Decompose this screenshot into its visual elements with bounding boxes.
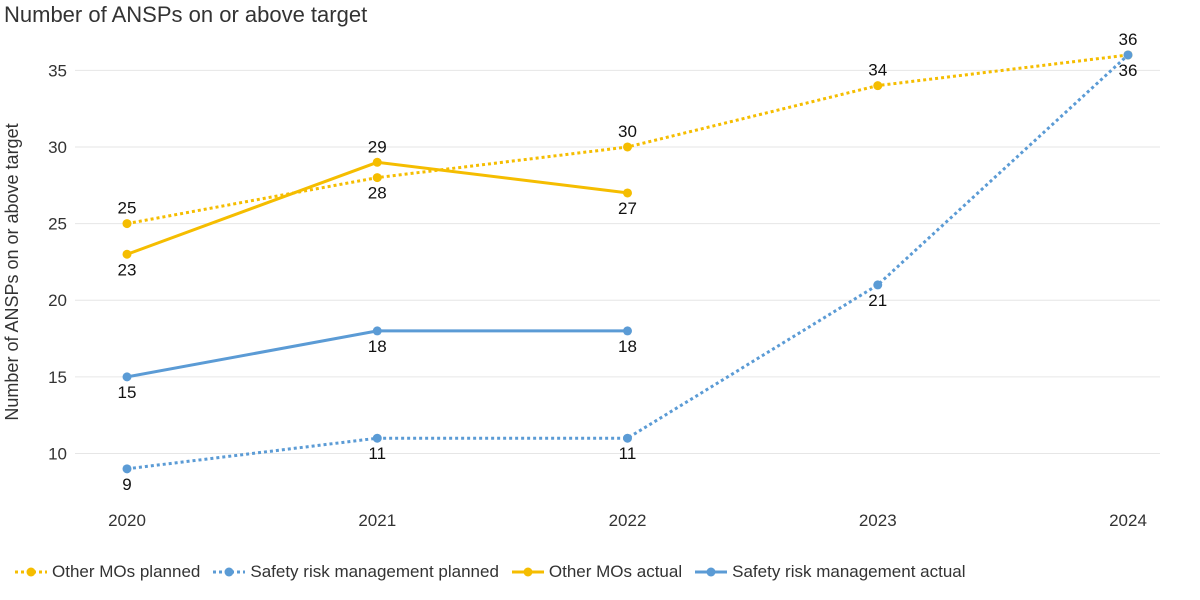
data-label: 9	[122, 475, 131, 494]
legend-label: Other MOs planned	[52, 562, 201, 581]
legend-swatch	[511, 567, 544, 577]
grid-lines	[75, 69, 1160, 455]
y-tick-label: 10	[48, 445, 67, 464]
legend-label: Safety risk management actual	[732, 562, 966, 581]
data-label: 18	[618, 337, 637, 356]
y-axis-ticks: 10 15 20 25 30 35	[48, 61, 67, 463]
y-tick-label: 20	[48, 291, 67, 310]
x-tick-label: 2024	[1109, 511, 1147, 530]
data-point	[873, 81, 883, 91]
y-tick-label: 25	[48, 215, 67, 234]
data-label: 21	[868, 291, 887, 310]
data-label: 23	[118, 260, 137, 279]
data-point	[122, 464, 132, 474]
data-point	[372, 433, 382, 443]
y-tick-label: 15	[48, 368, 67, 387]
data-point	[122, 219, 132, 229]
legend-item-0[interactable]: Other MOs planned	[14, 562, 200, 582]
legend-swatch	[213, 567, 246, 577]
data-point	[623, 433, 632, 443]
legend-label: Other MOs actual	[548, 562, 683, 581]
series-line-1	[126, 53, 1130, 471]
data-label: 18	[368, 337, 387, 356]
legend-item-2[interactable]: Other MOs actual	[511, 562, 682, 582]
y-tick-label: 35	[48, 61, 67, 80]
data-label: 11	[619, 444, 637, 463]
data-label: 36	[1119, 61, 1138, 80]
legend-swatch	[15, 567, 47, 577]
data-point	[372, 157, 382, 167]
y-tick-label: 30	[48, 138, 67, 157]
data-point	[873, 280, 883, 290]
data-point	[1123, 50, 1133, 60]
data-label: 30	[618, 122, 637, 141]
data-point	[122, 249, 132, 259]
data-label: 34	[868, 61, 887, 80]
chart-title: Number of ANSPs on or above target	[4, 2, 368, 27]
data-point	[372, 173, 382, 183]
legend-item-1[interactable]: Safety risk management planned	[212, 562, 499, 582]
data-label: 27	[618, 199, 637, 218]
x-tick-label: 2020	[108, 511, 146, 530]
data-label: 28	[368, 184, 387, 203]
data-point	[623, 142, 632, 152]
data-label: 11	[368, 444, 386, 463]
legend-label: Safety risk management planned	[250, 562, 499, 581]
legend: Other MOs planned Safety risk management …	[14, 561, 978, 583]
legend-item-3[interactable]: Safety risk management actual	[694, 562, 966, 582]
x-axis-ticks: 2020 2021 2022 2023 2024	[108, 511, 1147, 530]
data-labels: 25 28 30 34 36 9 11 11 21 36 23 29 27 15 18 18	[118, 30, 1138, 494]
data-label: 25	[118, 199, 137, 218]
x-tick-label: 2023	[859, 511, 897, 530]
data-point	[623, 326, 632, 336]
data-point	[372, 326, 382, 336]
y-axis-label: Number of ANSPs on or above target	[2, 123, 22, 420]
x-tick-label: 2021	[358, 511, 396, 530]
data-label: 15	[118, 383, 137, 402]
data-label: 36	[1119, 30, 1138, 49]
data-point	[122, 372, 132, 382]
x-tick-label: 2022	[609, 511, 647, 530]
legend-swatch	[695, 567, 728, 577]
data-label: 29	[368, 137, 387, 156]
series-points	[122, 50, 1133, 474]
data-point	[623, 188, 632, 198]
series-lines	[126, 53, 1130, 471]
